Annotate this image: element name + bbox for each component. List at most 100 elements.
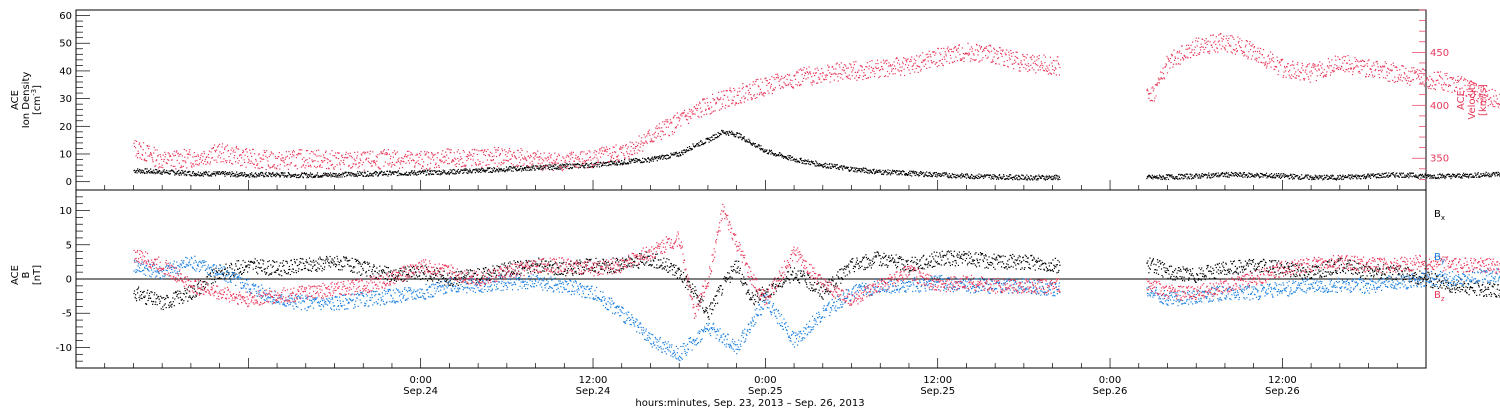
velocity-point	[1052, 69, 1054, 71]
velocity-point	[930, 60, 932, 62]
density-point	[1170, 176, 1173, 178]
velocity-point	[164, 156, 166, 158]
velocity-point	[751, 97, 753, 100]
density-point	[583, 165, 585, 167]
velocity-point	[462, 149, 464, 152]
velocity-point	[431, 153, 433, 155]
velocity-point	[980, 46, 982, 48]
velocity-point	[474, 149, 476, 151]
density-point	[875, 171, 877, 173]
density-point	[654, 155, 656, 158]
velocity-point	[426, 151, 428, 153]
density-point	[169, 172, 171, 175]
density-point	[1428, 175, 1430, 177]
density-point	[1048, 175, 1050, 177]
density-point	[1498, 173, 1500, 175]
velocity-point	[271, 152, 273, 154]
density-point	[262, 172, 264, 174]
density-point	[834, 163, 836, 165]
velocity-point	[254, 167, 256, 169]
density-point	[136, 172, 138, 174]
velocity-point	[634, 152, 636, 154]
velocity-point	[900, 74, 902, 76]
velocity-point	[731, 99, 733, 101]
density-point	[694, 146, 696, 148]
velocity-point	[1051, 62, 1053, 64]
density-point	[1272, 177, 1274, 179]
density-point	[553, 165, 555, 167]
density-point	[503, 168, 505, 170]
velocity-point	[410, 160, 413, 162]
density-point	[673, 152, 675, 154]
density-point	[626, 162, 628, 164]
velocity-point	[1027, 70, 1029, 73]
velocity-point	[615, 151, 617, 153]
density-point	[1327, 175, 1329, 177]
density-point	[151, 170, 153, 172]
velocity-point	[135, 155, 137, 157]
density-point	[514, 167, 516, 169]
velocity-point	[532, 152, 534, 155]
density-point	[1160, 178, 1162, 180]
velocity-point	[155, 160, 157, 162]
density-point	[1280, 173, 1282, 175]
density-point	[1152, 178, 1154, 180]
density-point	[506, 170, 509, 172]
velocity-point	[1012, 52, 1014, 54]
density-point	[1464, 175, 1466, 177]
velocity-point	[457, 149, 459, 151]
velocity-point	[191, 166, 193, 168]
velocity-point	[960, 59, 962, 61]
density-point	[1373, 176, 1375, 178]
density-point	[316, 172, 319, 174]
velocity-point	[140, 145, 142, 147]
velocity-point	[391, 161, 393, 163]
velocity-point	[496, 165, 499, 167]
velocity-point	[326, 158, 328, 160]
velocity-point	[523, 158, 525, 160]
velocity-point	[175, 168, 177, 170]
velocity-point	[1027, 63, 1029, 65]
density-point	[1472, 176, 1474, 178]
velocity-point	[537, 150, 539, 152]
density-point	[1036, 175, 1038, 177]
density-point	[1381, 176, 1383, 178]
velocity-point	[588, 150, 590, 152]
density-point	[1282, 175, 1284, 177]
density-point	[1308, 178, 1310, 180]
velocity-point	[435, 163, 437, 166]
density-point	[222, 172, 225, 174]
velocity-point	[176, 159, 178, 161]
velocity-point	[317, 149, 320, 151]
velocity-point	[269, 154, 271, 156]
velocity-point	[800, 68, 802, 70]
density-point	[992, 174, 994, 176]
velocity-point	[247, 161, 249, 164]
velocity-point	[717, 98, 719, 100]
density-point	[225, 172, 228, 174]
density-point	[234, 173, 236, 175]
velocity-point	[888, 62, 890, 64]
velocity-point	[962, 57, 964, 59]
velocity-point	[383, 165, 385, 167]
density-point	[347, 174, 349, 176]
density-point	[1023, 178, 1025, 180]
density-point	[900, 172, 902, 174]
velocity-point	[790, 85, 793, 88]
density-point	[716, 136, 718, 139]
density-point	[699, 145, 701, 147]
density-point	[559, 164, 561, 166]
density-point	[1283, 175, 1285, 177]
density-point	[552, 166, 554, 168]
density-point	[957, 174, 959, 176]
velocity-point	[210, 151, 212, 153]
density-point	[1450, 175, 1453, 177]
density-point	[705, 141, 707, 143]
velocity-point	[587, 167, 589, 169]
velocity-point	[332, 163, 334, 165]
velocity-point	[325, 151, 327, 153]
density-point	[889, 169, 891, 172]
density-point	[517, 169, 519, 171]
velocity-point	[296, 168, 298, 170]
density-point	[140, 172, 142, 174]
